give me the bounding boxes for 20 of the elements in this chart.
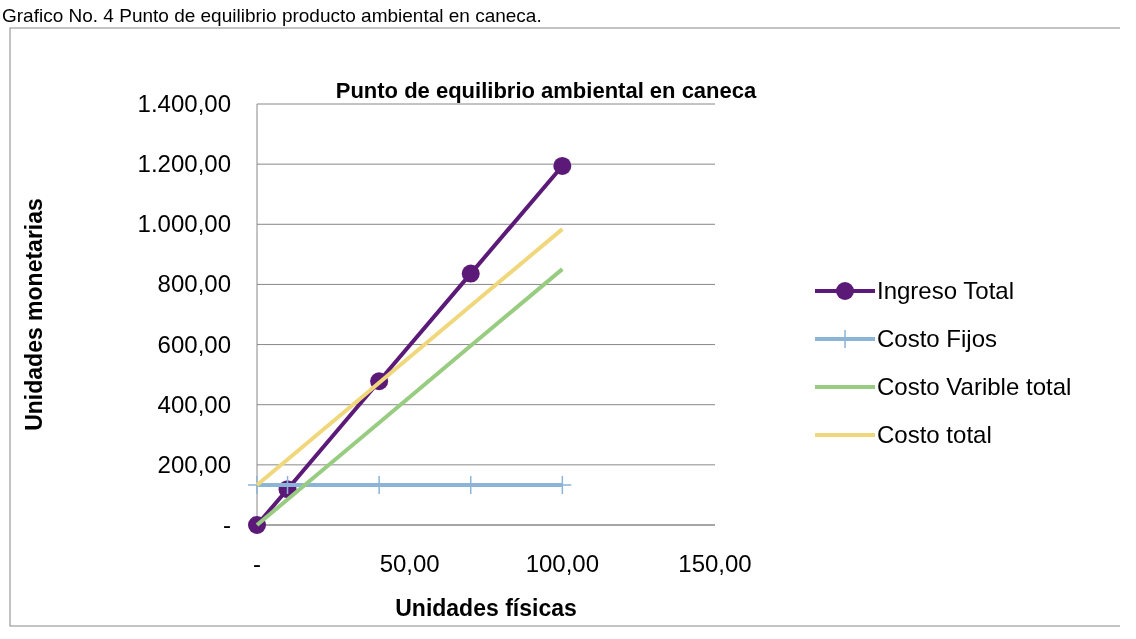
legend-label: Costo total [877, 421, 992, 448]
y-tick-label: 200,00 [157, 450, 231, 478]
y-tick-label: 1.000,00 [137, 210, 231, 238]
y-axis-title: Unidades monetarias [21, 198, 47, 431]
y-tick-label: 1.400,00 [137, 90, 231, 117]
y-tick-label: 600,00 [157, 330, 231, 358]
y-tick-label: 800,00 [157, 270, 231, 298]
chart-title: Punto de equilibrio ambiental en caneca [335, 78, 758, 103]
legend-label: Costo Varible total [877, 373, 1072, 400]
legend-label: Ingreso Total [877, 277, 1014, 304]
y-tick-label: - [223, 511, 231, 538]
text: Grafico No. 4 Punto de equilibrio producto ambiental en caneca. [2, 5, 542, 26]
x-tick-label: 100,00 [525, 550, 600, 577]
x-axis-title: Unidades físicas [395, 595, 577, 621]
x-tick-label: - [253, 550, 261, 577]
y-tick-label: 400,00 [157, 390, 231, 418]
x-tick-label: 50,00 [379, 550, 440, 577]
x-tick-label: 150,00 [678, 550, 752, 577]
y-tick-label: 1.200,00 [137, 150, 231, 178]
legend-label: Costo Fijos [877, 325, 998, 352]
